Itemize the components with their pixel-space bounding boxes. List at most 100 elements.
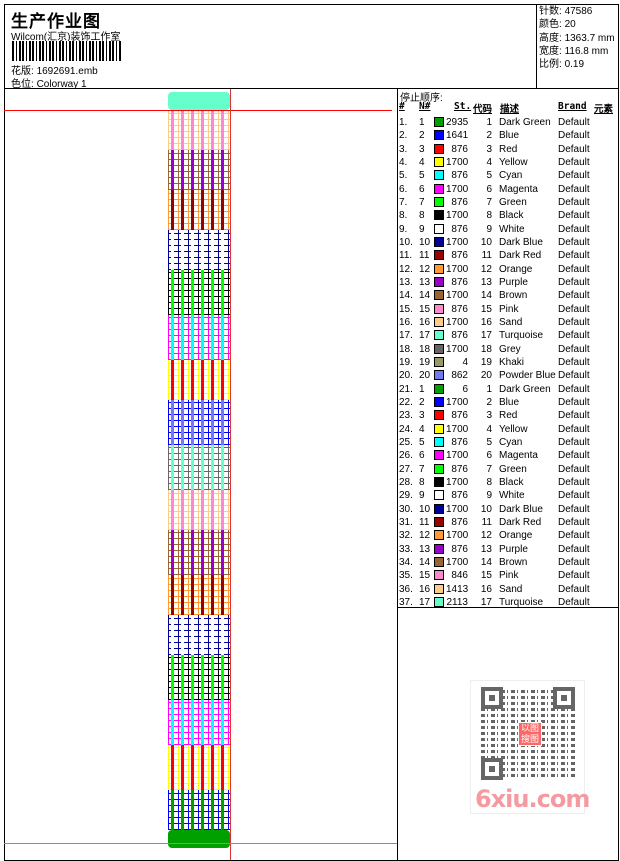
row-index: 10. (399, 236, 413, 248)
stitch-band (168, 360, 230, 400)
row-stitches: 1700 (446, 290, 469, 302)
stop-row: 11. 11 876 11 Dark Red Default (398, 249, 619, 262)
row-needle: 14 (419, 556, 431, 568)
row-code: 15 (480, 570, 492, 582)
design-file: 花版: 1692691.emb (11, 62, 98, 77)
row-stitches: 1700 (446, 343, 469, 355)
row-description: Cyan (499, 170, 523, 182)
row-needle: 7 (419, 463, 425, 475)
row-description: Cyan (499, 436, 523, 448)
row-brand: Default (558, 210, 590, 222)
color-swatch (434, 490, 444, 501)
color-swatch (434, 503, 444, 514)
row-description: Dark Green (499, 383, 551, 395)
color-swatch (434, 463, 444, 474)
row-stitches: 876 (451, 436, 468, 448)
row-stitches: 1700 (446, 450, 469, 462)
row-index: 1. (399, 117, 408, 128)
row-stitches: 1700 (446, 423, 469, 435)
row-description: Khaki (499, 356, 525, 368)
color-swatch (434, 556, 444, 567)
stop-row: 6. 6 1700 6 Magenta Default (398, 183, 619, 196)
stop-sequence: 停止顺序: # N# St. 代码 描述 Brand 元素 1. 1 2935 … (398, 89, 619, 608)
row-index: 7. (399, 196, 408, 208)
row-index: 11. (399, 250, 413, 262)
col-index: # (399, 101, 405, 112)
row-description: Yellow (499, 156, 528, 168)
row-brand: Default (558, 290, 590, 302)
row-brand: Default (558, 316, 590, 328)
row-description: Dark Blue (499, 503, 543, 515)
color-swatch (434, 170, 444, 181)
row-stitches: 1700 (446, 236, 469, 248)
row-description: Grey (499, 343, 521, 355)
stop-row: 31. 11 876 11 Dark Red Default (398, 516, 619, 529)
row-stitches: 876 (451, 410, 468, 422)
row-index: 30. (399, 503, 413, 515)
stop-row: 3. 3 876 3 Red Default (398, 143, 619, 156)
row-description: Pink (499, 303, 519, 315)
row-needle: 13 (419, 276, 431, 288)
row-stitches: 876 (451, 196, 468, 208)
row-index: 22. (399, 396, 413, 408)
row-index: 20. (399, 370, 413, 382)
watermark-qr: 以图 搜图 6xiu.com (470, 680, 590, 814)
color-swatch (434, 196, 444, 207)
row-description: Purple (499, 543, 528, 555)
color-swatch (434, 423, 444, 434)
info-stitches: 针数: 47586 (539, 6, 593, 17)
stitch-band (168, 190, 230, 230)
color-swatch (434, 290, 444, 301)
colorway-label: 色位: (11, 79, 34, 90)
top-guide-line (4, 110, 392, 111)
row-needle: 20 (419, 370, 431, 382)
row-description: Pink (499, 570, 519, 582)
row-index: 12. (399, 263, 413, 275)
row-stitches: 1700 (446, 156, 469, 168)
row-code: 5 (486, 436, 492, 448)
row-brand: Default (558, 476, 590, 488)
stop-row: 22. 2 1700 2 Blue Default (398, 396, 619, 409)
color-swatch (434, 476, 444, 487)
row-brand: Default (558, 583, 590, 595)
row-brand: Default (558, 143, 590, 155)
row-description: Dark Blue (499, 236, 543, 248)
stop-row: 17. 17 876 17 Turquoise Default (398, 329, 619, 342)
row-brand: Default (558, 383, 590, 395)
row-index: 3. (399, 143, 408, 155)
stitch-band (168, 230, 230, 270)
row-description: Turquoise (499, 330, 544, 342)
row-stitches: 1700 (446, 263, 469, 275)
row-stitches: 876 (451, 223, 468, 235)
color-swatch (434, 117, 444, 127)
row-brand: Default (558, 556, 590, 568)
column-headers: # N# St. 代码 描述 Brand 元素 (398, 101, 619, 115)
row-description: Sand (499, 316, 523, 328)
row-stitches: 876 (451, 463, 468, 475)
row-stitches: 1700 (446, 183, 469, 195)
row-code: 10 (480, 503, 492, 515)
row-stitches: 2935 (446, 117, 469, 128)
row-code: 2 (486, 396, 492, 408)
stop-row: 4. 4 1700 4 Yellow Default (398, 156, 619, 169)
row-needle: 4 (419, 156, 425, 168)
stop-row: 19. 19 4 19 Khaki Default (398, 356, 619, 369)
row-index: 26. (399, 450, 413, 462)
info-colors: 颜色: 20 (539, 19, 576, 31)
row-code: 17 (480, 330, 492, 342)
row-index: 5. (399, 170, 408, 182)
stop-row: 5. 5 876 5 Cyan Default (398, 169, 619, 182)
color-swatch (434, 316, 444, 327)
row-needle: 17 (419, 330, 431, 342)
stop-row: 35. 15 846 15 Pink Default (398, 569, 619, 582)
row-code: 15 (480, 303, 492, 315)
row-description: Sand (499, 583, 523, 595)
stitch-band (168, 92, 230, 110)
color-swatch (434, 516, 444, 527)
row-code: 9 (486, 490, 492, 502)
row-index: 6. (399, 183, 408, 195)
row-code: 16 (480, 583, 492, 595)
row-needle: 5 (419, 170, 425, 182)
row-description: Dark Red (499, 516, 542, 528)
row-description: Powder Blue (499, 370, 556, 382)
